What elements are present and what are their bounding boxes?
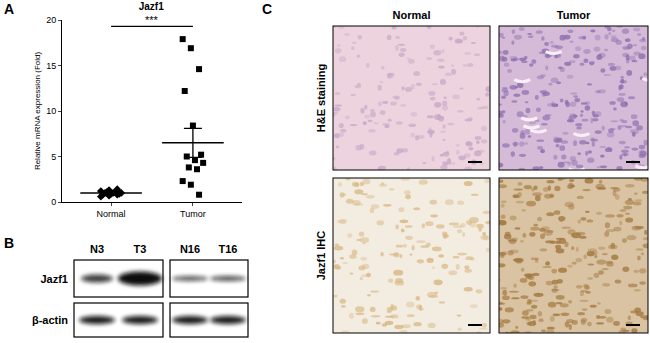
svg-text:***: *** xyxy=(145,14,159,26)
svg-text:10: 10 xyxy=(46,106,56,116)
svg-text:A: A xyxy=(4,1,14,17)
svg-text:β-actin: β-actin xyxy=(32,314,68,326)
svg-text:20: 20 xyxy=(46,15,56,25)
svg-text:Relative mRNA expression (Fold: Relative mRNA expression (Fold) xyxy=(33,52,42,171)
svg-text:C: C xyxy=(262,1,272,17)
svg-text:Tumor: Tumor xyxy=(557,9,591,21)
svg-text:B: B xyxy=(4,235,14,251)
svg-text:Tumor: Tumor xyxy=(180,209,206,219)
svg-text:Normal: Normal xyxy=(393,9,431,21)
svg-text:N16: N16 xyxy=(180,243,200,255)
svg-text:Normal: Normal xyxy=(97,209,126,219)
svg-text:T16: T16 xyxy=(219,243,238,255)
svg-text:15: 15 xyxy=(46,61,56,71)
svg-text:Jazf1 IHC: Jazf1 IHC xyxy=(315,231,327,281)
svg-text:H&E staining: H&E staining xyxy=(315,64,327,132)
svg-text:0: 0 xyxy=(51,197,56,207)
svg-text:Jazf1: Jazf1 xyxy=(40,273,68,285)
svg-text:T3: T3 xyxy=(134,243,147,255)
svg-text:Jazf1: Jazf1 xyxy=(139,1,164,12)
svg-text:N3: N3 xyxy=(90,243,104,255)
svg-text:5: 5 xyxy=(51,152,56,162)
